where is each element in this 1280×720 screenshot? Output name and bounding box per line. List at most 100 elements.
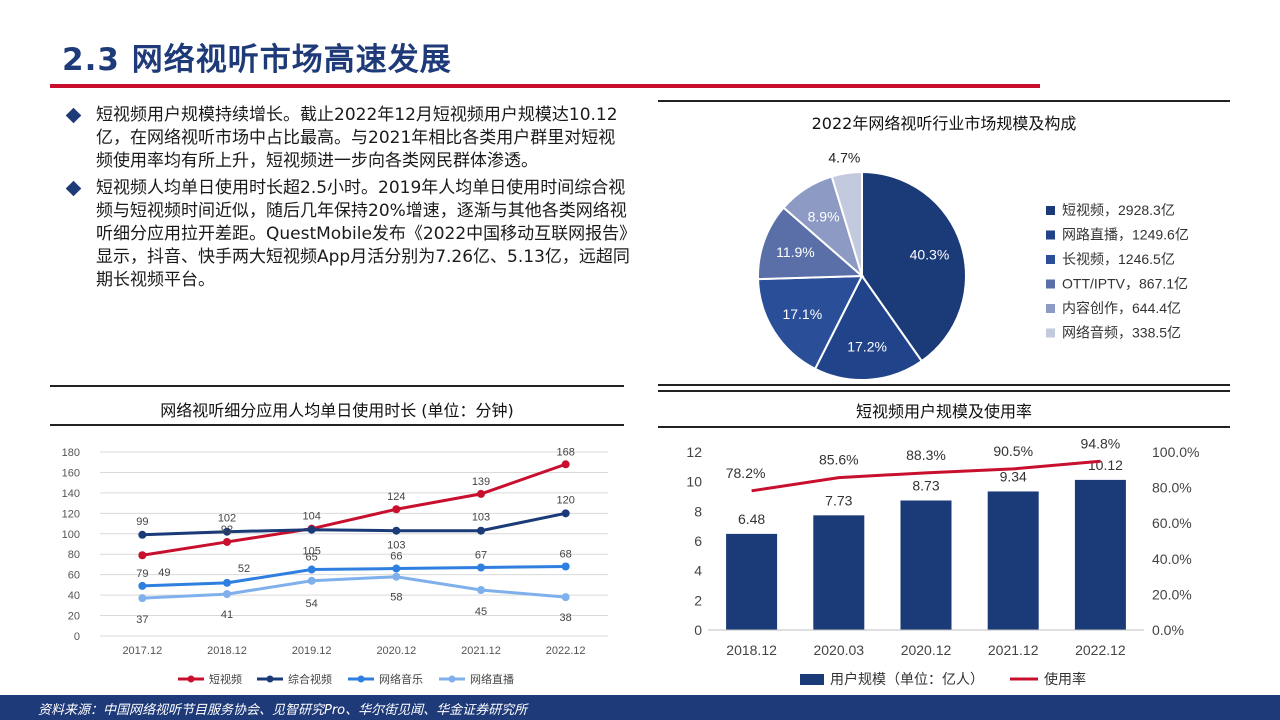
line-chart-title: 网络视听细分应用人均单日使用时长 (单位：分钟) [160, 401, 514, 420]
legend-swatch [1046, 304, 1055, 313]
line-chart: 0 20 40 60 80 100 120 140 160 180 2017.12 2018.12 20… [62, 446, 608, 686]
y2-tick-label: 60.0% [1152, 515, 1192, 531]
y-tick-label: 4 [694, 563, 702, 579]
bar-data-label: 7.73 [825, 492, 852, 508]
series-line [142, 564, 566, 588]
data-label: 99 [136, 516, 148, 528]
y-tick-label: 80 [68, 549, 80, 561]
pie-slice [813, 274, 924, 380]
pie-slice [861, 170, 967, 363]
bullet-text: 短视频人均单日使用时长超2.5小时。2019年人均单日使用时间综合视频与短视频时… [96, 178, 630, 290]
x-tick-label: 2022.12 [1075, 642, 1126, 658]
data-point [561, 562, 570, 571]
legend-marker [266, 675, 274, 683]
rate-data-label: 94.8% [1081, 435, 1121, 451]
y-tick-label: 6 [694, 533, 702, 549]
legend-label: 短视频，2928.3亿 [1062, 202, 1175, 218]
legend-label: 长视频，1246.5亿 [1062, 251, 1175, 267]
y-tick-label: 40 [68, 590, 80, 602]
x-tick-label: 2019.12 [292, 645, 332, 657]
legend-swatch [1046, 230, 1055, 240]
legend-label: 使用率 [1044, 671, 1086, 687]
legend-label: 网络音频，338.5亿 [1062, 325, 1181, 341]
page-title: 2.3 网络视听市场高速发展 [62, 42, 452, 78]
rate-line [751, 459, 1101, 493]
legend-label: 短视频 [209, 672, 242, 686]
bar-data-label: 10.12 [1088, 457, 1123, 473]
y2-tick-label: 80.0% [1152, 480, 1192, 496]
pie-panel-bottom-rule [658, 384, 1230, 386]
data-label: 139 [472, 476, 490, 488]
title-underline [50, 84, 1040, 88]
bar-panel-bottom-rule [658, 426, 1230, 428]
data-point [392, 505, 401, 514]
x-tick-label: 2020.12 [901, 642, 952, 658]
data-point [223, 578, 231, 587]
data-point [561, 509, 570, 518]
bar-data-label: 9.34 [1000, 468, 1027, 484]
source-note: 资料来源：中国网络视听节目服务协会、见智研究Pro、华尔街见闻、华金证券研究所 [38, 703, 528, 718]
legend-label: 网路直播，1249.6亿 [1062, 227, 1189, 243]
series-line [142, 462, 567, 557]
pie-slice [830, 170, 863, 277]
x-tick-label: 2018.12 [726, 642, 777, 658]
x-tick-label: 2021.12 [461, 645, 501, 657]
data-label: 67 [475, 550, 487, 562]
legend-label: 用户规模（单位：亿人） [830, 671, 984, 687]
y-tick-label: 20 [68, 611, 80, 623]
data-point [477, 489, 485, 498]
data-label: 79 [136, 568, 148, 580]
x-tick-label: 2017.12 [122, 645, 162, 657]
x-tick-label: 2022.12 [546, 645, 586, 657]
legend-label: 内容创作，644.4亿 [1062, 300, 1181, 316]
bar-panel-top-rule [658, 390, 1230, 392]
data-point [561, 593, 570, 602]
series-line [142, 511, 566, 537]
legend-swatch [1046, 206, 1055, 215]
pie-slice [757, 206, 865, 281]
data-label: 92 [221, 524, 233, 536]
legend-swatch [800, 674, 824, 685]
y-tick-label: 2 [694, 592, 702, 608]
legend-marker [357, 675, 365, 683]
bullet-item: 短视频用户规模持续增长。截止2022年12月短视频用户规模达10.12亿，在网络… [62, 104, 632, 173]
data-point [138, 530, 147, 539]
x-tick-label: 2020.12 [376, 645, 416, 657]
data-label: 66 [390, 551, 402, 563]
data-label: 41 [221, 609, 233, 621]
data-label: 105 [302, 546, 320, 558]
pie-slice-label: 17.2% [847, 339, 887, 355]
legend-label: OTT/IPTV，867.1亿 [1062, 276, 1188, 292]
diamond-bullet-icon [65, 180, 82, 197]
pie-slice-label: 11.9% [776, 244, 815, 260]
rate-data-label: 90.5% [993, 443, 1033, 459]
data-point [307, 576, 316, 585]
y2-tick-label: 100.0% [1152, 444, 1199, 460]
data-point [138, 594, 147, 603]
y-tick-label: 120 [62, 508, 80, 520]
y-tick-label: 100 [62, 529, 80, 541]
y2-tick-label: 0.0% [1152, 622, 1184, 638]
data-label: 168 [556, 446, 574, 458]
pie-panel-top-rule [658, 100, 1230, 102]
data-point [561, 460, 570, 469]
data-label: 38 [560, 612, 572, 624]
bar [900, 500, 952, 630]
bar [726, 533, 778, 630]
y-tick-label: 0 [74, 631, 80, 643]
y-tick-label: 0 [694, 622, 702, 638]
x-tick-label: 2021.12 [988, 642, 1039, 658]
data-point [392, 564, 401, 573]
data-label: 103 [387, 540, 405, 552]
pie-chart-title: 2022年网络视听行业市场规模及构成 [811, 114, 1077, 133]
data-point [392, 572, 401, 581]
rate-data-label: 85.6% [819, 452, 859, 468]
data-label: 49 [158, 567, 170, 579]
data-label: 104 [302, 511, 320, 523]
y-tick-label: 12 [686, 444, 702, 460]
data-label: 58 [390, 592, 402, 604]
data-label: 103 [472, 512, 490, 524]
data-point [223, 527, 231, 536]
pie-slice [757, 274, 864, 371]
rate-data-label: 88.3% [906, 447, 946, 463]
